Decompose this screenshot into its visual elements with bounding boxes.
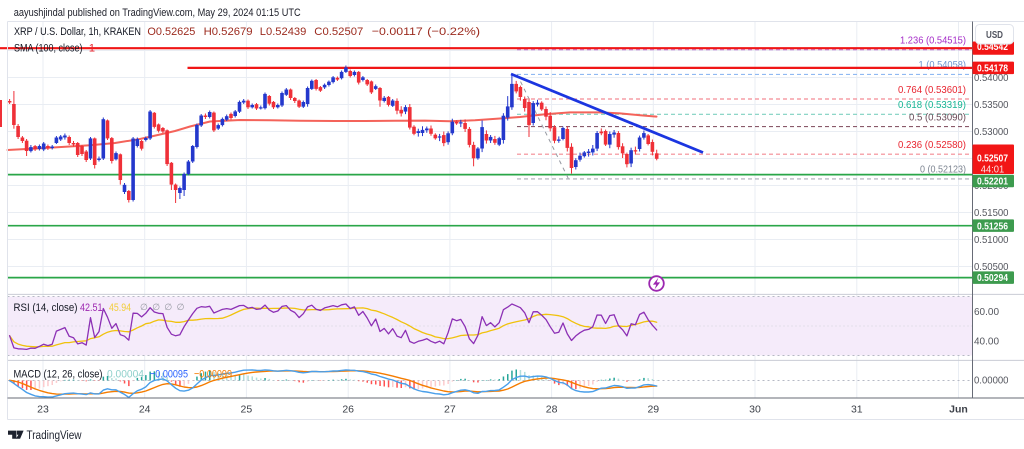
svg-text:30: 30 — [749, 404, 761, 416]
svg-text:0.54178: 0.54178 — [977, 64, 1008, 75]
svg-text:O0.52625: O0.52625 — [147, 26, 195, 38]
svg-text:0.51256: 0.51256 — [977, 221, 1008, 232]
svg-text:24: 24 — [139, 404, 151, 416]
svg-text:0.236 (0.52580): 0.236 (0.52580) — [898, 139, 966, 151]
svg-text:0.50500: 0.50500 — [974, 261, 1009, 273]
svg-text:44:01: 44:01 — [981, 164, 1005, 175]
svg-text:45.94: 45.94 — [109, 302, 131, 314]
svg-text:∅: ∅ — [152, 302, 160, 312]
svg-text:−0.00117: −0.00117 — [372, 26, 423, 38]
svg-text:RSI (14, close): RSI (14, close) — [14, 302, 78, 314]
svg-text:H0.52679: H0.52679 — [204, 26, 253, 38]
svg-text:0.53500: 0.53500 — [974, 99, 1009, 111]
svg-text:∅: ∅ — [177, 302, 185, 312]
svg-text:26: 26 — [342, 404, 354, 416]
svg-text:1 (0.54058): 1 (0.54058) — [919, 59, 967, 71]
svg-text:40.00: 40.00 — [974, 335, 999, 347]
svg-text:31: 31 — [851, 404, 863, 416]
svg-text:Jun: Jun — [949, 404, 968, 416]
svg-text:TradingView: TradingView — [27, 428, 82, 442]
svg-text:−0.00095: −0.00095 — [150, 369, 188, 381]
svg-text:60.00: 60.00 — [974, 306, 999, 318]
svg-text:aayushjindal published on Trad: aayushjindal published on TradingView.co… — [14, 7, 301, 19]
svg-text:0.52201: 0.52201 — [977, 177, 1008, 188]
svg-text:(−0.22%): (−0.22%) — [427, 26, 480, 38]
svg-text:1: 1 — [89, 43, 95, 55]
svg-text:0.764 (0.53601): 0.764 (0.53601) — [898, 84, 966, 96]
svg-text:C0.52507: C0.52507 — [314, 26, 363, 38]
svg-text:USD: USD — [986, 29, 1003, 41]
svg-text:MACD (12, 26, close): MACD (12, 26, close) — [14, 369, 103, 381]
svg-text:0.50294: 0.50294 — [977, 273, 1008, 284]
svg-text:0.53000: 0.53000 — [974, 126, 1009, 138]
svg-text:−0.00099: −0.00099 — [194, 369, 232, 381]
svg-text:XRP / U.S. Dollar, 1h, KRAKEN: XRP / U.S. Dollar, 1h, KRAKEN — [14, 26, 141, 38]
svg-text:28: 28 — [546, 404, 558, 416]
svg-text:0 (0.52123): 0 (0.52123) — [920, 164, 966, 176]
svg-text:29: 29 — [647, 404, 659, 416]
svg-text:25: 25 — [241, 404, 253, 416]
svg-text:∅: ∅ — [140, 302, 148, 312]
svg-text:1.236 (0.54515): 1.236 (0.54515) — [900, 35, 966, 47]
svg-text:0.54542: 0.54542 — [977, 42, 1008, 53]
svg-text:0.5 (0.53090): 0.5 (0.53090) — [909, 111, 966, 123]
svg-text:42.51: 42.51 — [80, 302, 103, 314]
svg-text:0.618 (0.53319): 0.618 (0.53319) — [898, 99, 966, 111]
svg-text:23: 23 — [37, 404, 49, 416]
svg-text:0.00004: 0.00004 — [107, 369, 144, 381]
svg-text:L0.52439: L0.52439 — [260, 26, 307, 38]
svg-text:0.51000: 0.51000 — [974, 234, 1009, 246]
svg-text:0.00000: 0.00000 — [974, 375, 1009, 387]
svg-text:SMA (100, close): SMA (100, close) — [14, 43, 83, 55]
svg-text:∅: ∅ — [164, 302, 172, 312]
svg-text:0.52507: 0.52507 — [977, 154, 1008, 165]
svg-text:0.54000: 0.54000 — [974, 72, 1009, 84]
svg-text:27: 27 — [444, 404, 456, 416]
svg-text:0.51500: 0.51500 — [974, 207, 1009, 219]
